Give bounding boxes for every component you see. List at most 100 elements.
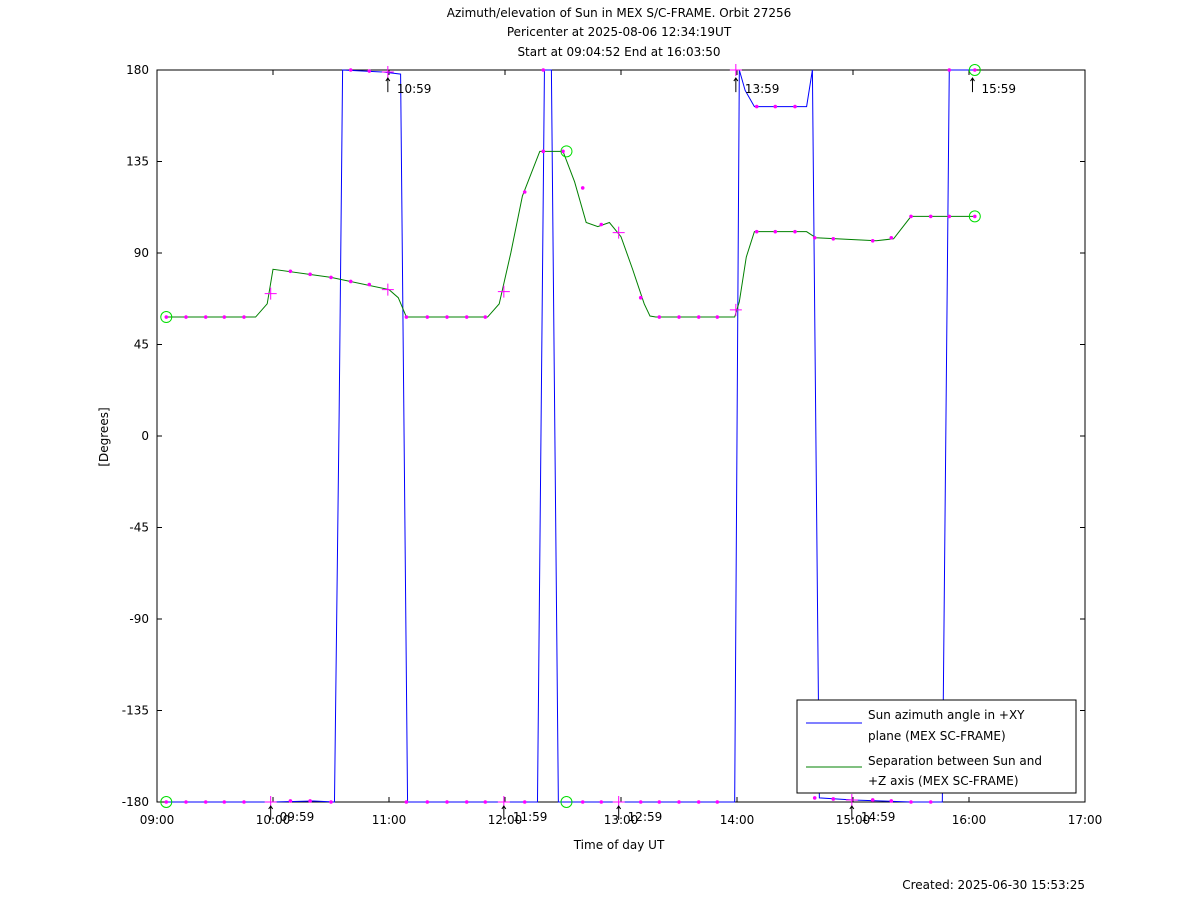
data-point-dot: [222, 800, 227, 804]
data-point-dot: [696, 315, 701, 319]
x-axis-ticks: 09:00 10:00 11:00 12:00 13:00 14:00 15:00 16:00…: [140, 70, 1103, 827]
time-label: 11:59: [513, 810, 548, 824]
data-point-dot: [288, 799, 293, 803]
data-point-dot: [404, 800, 409, 804]
data-point-dot: [184, 800, 188, 804]
x-tick-label: 09:00: [140, 813, 175, 827]
data-point-dot: [561, 149, 565, 154]
data-point-dot: [773, 229, 778, 234]
data-point-dot: [404, 315, 409, 319]
time-labels: 09:59 10:59 11:59 12:59 13:59 14:59 15:59: [268, 77, 1016, 824]
data-point-dot: [329, 800, 333, 804]
x-tick-label: 12:00: [488, 813, 523, 827]
series-line-separation: [166, 150, 975, 318]
data-point-dot: [288, 269, 293, 274]
x-tick-label: 11:00: [372, 813, 407, 827]
data-point-dot: [308, 799, 312, 803]
hour-cross-marker: [729, 64, 742, 76]
data-point-dot: [928, 214, 933, 219]
data-point-dot: [445, 800, 449, 804]
hour-cross-marker: [381, 283, 394, 296]
data-point-dot: [329, 275, 333, 280]
endpoint-circle-marker: [968, 64, 981, 76]
data-point-dot: [715, 315, 720, 319]
data-point-dot: [812, 235, 817, 240]
data-point-dot: [541, 149, 546, 154]
time-label-tick: [501, 805, 507, 820]
data-point-dot: [580, 800, 585, 804]
data-point-dot: [657, 800, 662, 804]
data-point-dot: [928, 800, 933, 804]
data-point-dot: [445, 315, 449, 319]
data-point-dot: [696, 800, 701, 804]
hour-cross-marker: [264, 287, 277, 300]
data-point-dot: [348, 279, 353, 284]
data-point-dot: [164, 315, 169, 319]
x-tick-label: 10:00: [256, 813, 291, 827]
data-point-dot: [947, 68, 952, 72]
hour-cross-marker: [845, 793, 858, 806]
time-label: 15:59: [981, 82, 1016, 96]
data-point-dot: [909, 214, 913, 219]
data-point-dot: [754, 229, 759, 234]
data-point-dot: [831, 236, 836, 241]
time-label-tick: [849, 805, 855, 820]
created-footer: Created: 2025-06-30 15:53:25: [902, 878, 1085, 892]
data-point-dot: [308, 272, 312, 277]
time-label-tick: [733, 77, 739, 93]
data-point-dot: [793, 229, 797, 234]
time-label: 09:59: [280, 810, 315, 824]
x-tick-label: 15:00: [836, 813, 871, 827]
data-point-dot: [638, 800, 643, 804]
endpoint-circle-marker: [968, 210, 981, 223]
x-tick-label: 14:00: [720, 813, 755, 827]
data-point-dot: [715, 800, 720, 804]
data-point-dot: [184, 315, 188, 319]
data-point-dot: [203, 800, 208, 804]
x-tick-label: 17:00: [1068, 813, 1103, 827]
data-point-dot: [870, 798, 875, 802]
chart-markers: [160, 64, 981, 808]
endpoint-circle-marker: [560, 145, 573, 158]
time-label: 14:59: [861, 810, 896, 824]
legend-label-azimuth-line-1: Sun azimuth angle in +XY: [868, 708, 1025, 722]
data-point-dot: [483, 800, 488, 804]
y-tick-label: -135: [122, 704, 149, 718]
time-label-tick: [970, 77, 975, 93]
data-point-dot: [541, 68, 546, 72]
chart-title: Azimuth/elevation of Sun in MEX S/C-FRAM…: [447, 6, 792, 59]
data-point-dot: [889, 799, 894, 803]
time-label-tick: [268, 805, 274, 820]
data-point-dot: [754, 104, 759, 109]
data-point-dot: [599, 800, 604, 804]
y-tick-label: -45: [129, 521, 149, 535]
data-point-dot: [242, 800, 246, 804]
data-point-dot: [348, 68, 353, 72]
data-point-dot: [638, 295, 643, 300]
data-point-dot: [425, 800, 430, 804]
data-point-dot: [812, 796, 817, 800]
chart-series: [166, 69, 975, 803]
data-point-dot: [522, 190, 527, 194]
data-point-dot: [367, 69, 372, 73]
y-tick-label: 180: [126, 63, 149, 77]
data-point-dot: [773, 104, 778, 109]
y-tick-label: 45: [134, 338, 149, 352]
data-point-dot: [464, 800, 469, 804]
title-line-2: Pericenter at 2025-08-06 12:34:19UT: [507, 25, 732, 39]
title-line-1: Azimuth/elevation of Sun in MEX S/C-FRAM…: [447, 6, 792, 20]
data-point-dot: [425, 315, 430, 319]
data-point-dot: [657, 315, 662, 319]
legend: Sun azimuth angle in +XY plane (MEX SC-F…: [796, 699, 1077, 794]
time-label: 13:59: [745, 82, 780, 96]
hour-cross-marker: [729, 303, 742, 316]
legend-box: [796, 699, 1077, 794]
data-point-dot: [164, 800, 169, 804]
data-point-dot: [367, 282, 372, 287]
data-point-dot: [889, 235, 894, 240]
data-point-dot: [242, 315, 246, 319]
y-tick-label: -180: [122, 795, 149, 809]
legend-label-separation-line-1: Separation between Sun and: [868, 754, 1042, 768]
legend-label-azimuth-line-2: plane (MEX SC-FRAME): [868, 729, 1006, 743]
